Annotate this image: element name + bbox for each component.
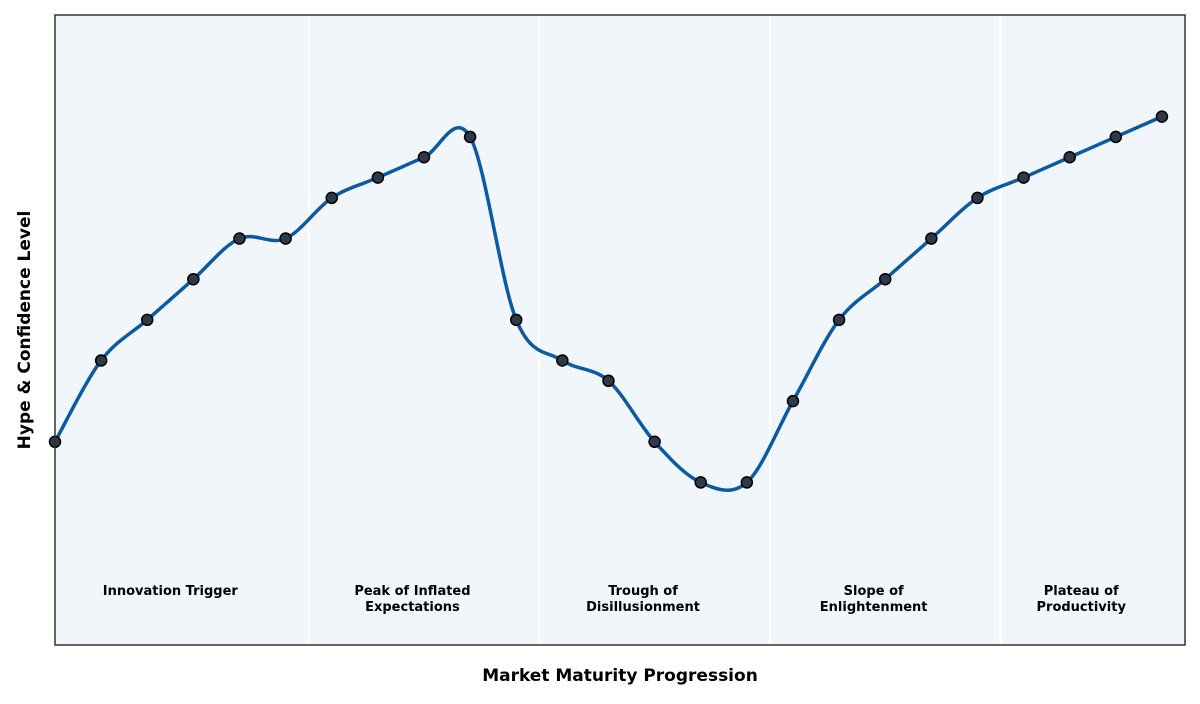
data-point <box>925 232 938 245</box>
data-point <box>187 272 200 286</box>
phase-label: Innovation Trigger <box>103 584 239 599</box>
data-point <box>417 151 431 164</box>
data-point <box>786 394 800 408</box>
plot-background <box>55 15 1185 645</box>
y-axis-label: Hype & Confidence Level <box>15 211 35 450</box>
phase-label: Peak of Inflated Expectations <box>354 584 470 615</box>
data-point <box>1063 151 1076 164</box>
data-point <box>140 313 154 327</box>
data-point <box>463 130 477 144</box>
data-point <box>371 171 385 184</box>
data-point <box>325 191 338 205</box>
data-point <box>233 232 246 245</box>
data-point <box>556 354 569 367</box>
data-point <box>694 476 707 489</box>
data-point <box>602 374 615 388</box>
x-axis-label: Market Maturity Progression <box>482 666 758 686</box>
data-point <box>1017 171 1030 184</box>
phase-label: Trough of Disillusionment <box>586 584 700 615</box>
data-point <box>279 232 292 245</box>
data-point <box>648 435 661 449</box>
data-point <box>971 191 984 205</box>
data-point <box>740 476 754 489</box>
phase-labels: Innovation Trigger Peak of Inflated Expect… <box>103 584 1127 615</box>
phase-dividers <box>307 15 1002 645</box>
data-point <box>832 313 846 327</box>
phase-label: Slope of Enlightenment <box>820 584 928 615</box>
data-point <box>878 272 892 286</box>
data-point <box>1109 130 1123 144</box>
data-point <box>1155 110 1169 123</box>
data-point <box>509 313 523 327</box>
plot-frame <box>54 14 1186 646</box>
phase-label: Plateau of Productivity <box>1037 584 1127 615</box>
data-point <box>94 354 108 367</box>
